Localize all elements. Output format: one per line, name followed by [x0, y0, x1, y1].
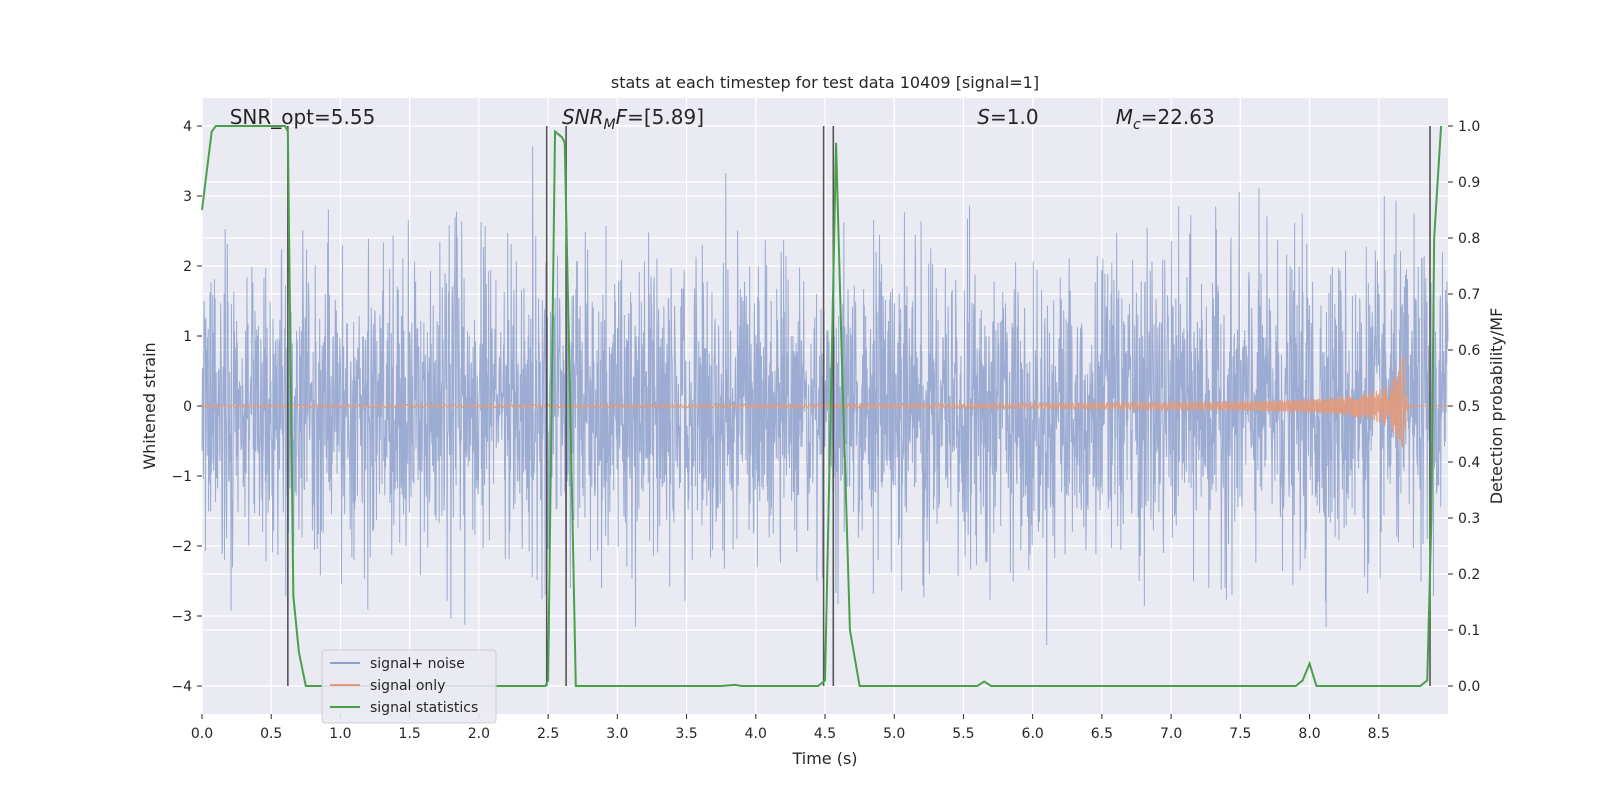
legend: signal+ noise signal only signal statist…	[321, 649, 497, 724]
x-tick-label-15: 7.5	[1229, 726, 1251, 742]
x-tick-label-10: 5.0	[883, 726, 905, 742]
x-tick-label-6: 3.0	[606, 726, 628, 742]
annotation-0: SNR_opt=5.55	[230, 105, 376, 129]
annotations: SNR_opt=5.55 SNRMF=[5.89] S=1.0 Mc=22.63	[230, 105, 1215, 133]
x-tick-label-7: 3.5	[675, 726, 697, 742]
y2-tick-label-1: 0.1	[1458, 623, 1480, 639]
x-tick-label-13: 6.5	[1091, 726, 1113, 742]
y-tick-label-3: −1	[171, 469, 192, 485]
y2-tick-label-5: 0.5	[1458, 399, 1480, 415]
y2-tick-label-10: 1.0	[1458, 119, 1480, 135]
y-tick-label-6: 2	[183, 259, 192, 275]
x-tick-label-5: 2.5	[537, 726, 559, 742]
x-ticks: 0.0 0.5 1.0 1.5 2.0 2.5 3.0 3.5 4.0 4.5 5.0 5.5 6.0 6…	[191, 714, 1390, 742]
annotation-1-part-1: M	[604, 117, 616, 133]
chirp-trace	[201, 355, 1448, 448]
y-ticks: −4 −3 −2 −1 0 1 2 3 4	[171, 119, 202, 695]
x-tick-label-4: 2.0	[468, 726, 490, 742]
annotation-2-part-0: S	[977, 105, 990, 129]
y2-tick-label-3: 0.3	[1458, 511, 1480, 527]
annotation-1-part-0: SNR	[562, 105, 604, 129]
y2-tick-label-0: 0.0	[1458, 679, 1480, 695]
x-tick-label-3: 1.5	[399, 726, 421, 742]
chart-title: stats at each timestep for test data 104…	[611, 73, 1039, 92]
y-axis-label: Whitened strain	[140, 342, 159, 469]
legend-label-signal-noise: signal+ noise	[370, 656, 465, 672]
x-tick-label-14: 7.0	[1160, 726, 1182, 742]
x-tick-label-17: 8.5	[1368, 726, 1390, 742]
x-tick-label-8: 4.0	[745, 726, 767, 742]
annotation-3-part-1: c	[1133, 117, 1141, 133]
x-tick-label-11: 5.5	[952, 726, 974, 742]
annotation-2: S=1.0	[977, 105, 1038, 129]
annotation-1-part-3: =[5.89]	[627, 105, 704, 129]
series-signal-statistics	[201, 125, 1443, 687]
y2-ticks: 0.0 0.1 0.2 0.3 0.4 0.5 0.6 0.7 0.8 0.9 1.0	[1448, 119, 1480, 695]
y-tick-label-0: −4	[171, 679, 192, 695]
y2-axis-label: Detection probability/MF	[1487, 308, 1506, 505]
y-tick-label-2: −2	[171, 539, 192, 555]
y2-tick-label-7: 0.7	[1458, 287, 1480, 303]
annotation-3: Mc=22.63	[1116, 105, 1215, 133]
annotation-1: SNRMF=[5.89]	[562, 105, 704, 133]
annotation-3-part-0: M	[1116, 105, 1133, 129]
legend-label-signal-statistics: signal statistics	[370, 700, 478, 716]
y-tick-label-1: −3	[171, 609, 192, 625]
x-tick-label-9: 4.5	[814, 726, 836, 742]
x-tick-label-12: 6.0	[1022, 726, 1044, 742]
annotation-2-part-1: =1.0	[990, 105, 1039, 129]
stats-trace	[201, 125, 1443, 687]
x-tick-label-1: 0.5	[260, 726, 282, 742]
legend-box	[321, 649, 497, 724]
y2-tick-label-4: 0.4	[1458, 455, 1480, 471]
y2-tick-label-8: 0.8	[1458, 231, 1480, 247]
y2-tick-label-2: 0.2	[1458, 567, 1480, 583]
x-tick-label-2: 1.0	[329, 726, 351, 742]
y-tick-label-8: 4	[183, 119, 192, 135]
y-tick-label-4: 0	[183, 399, 192, 415]
legend-label-signal-only: signal only	[370, 678, 445, 694]
y2-tick-label-9: 0.9	[1458, 175, 1480, 191]
y-tick-label-7: 3	[183, 189, 192, 205]
y2-tick-label-6: 0.6	[1458, 343, 1480, 359]
series-signal-only	[201, 355, 1448, 448]
x-tick-label-0: 0.0	[191, 726, 213, 742]
x-tick-label-16: 8.0	[1298, 726, 1320, 742]
annotation-1-part-2: F	[616, 105, 628, 129]
y-tick-label-5: 1	[183, 329, 192, 345]
annotation-3-part-2: =22.63	[1141, 105, 1215, 129]
x-axis-label: Time (s)	[791, 749, 857, 768]
